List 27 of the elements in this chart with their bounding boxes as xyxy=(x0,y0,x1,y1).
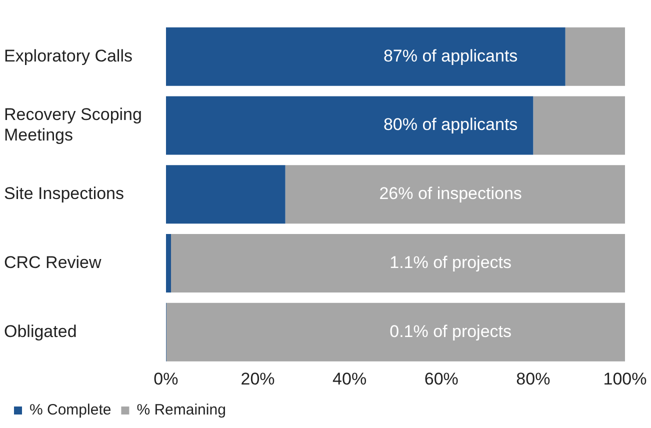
y-tick-label: Obligated xyxy=(4,322,77,341)
y-tick-label: Exploratory Calls xyxy=(4,46,132,66)
bar xyxy=(166,234,172,293)
legend-label: % Complete xyxy=(30,402,112,419)
legend-label: % Remaining xyxy=(136,402,226,419)
x-tick-label: 80% xyxy=(516,369,550,388)
bar xyxy=(166,96,534,155)
bar xyxy=(285,165,625,224)
annotation: 80% of applicants xyxy=(383,115,518,134)
y-tick-label: Site Inspections xyxy=(4,184,124,204)
bar xyxy=(166,302,625,362)
y-tick-label: CRC Review xyxy=(4,252,102,272)
annotation: 0.1% of projects xyxy=(390,322,512,341)
annotation: 87% of applicants xyxy=(383,46,518,66)
x-tick-label: 100% xyxy=(603,369,647,388)
bar xyxy=(166,165,286,224)
annotation: 26% of inspections xyxy=(379,184,522,204)
x-tick-label: 20% xyxy=(240,369,275,388)
x-tick-label: 40% xyxy=(332,369,367,388)
bar xyxy=(565,27,625,86)
x-tick-label: 60% xyxy=(424,369,458,388)
x-tick-label: 0% xyxy=(154,369,178,388)
bar xyxy=(171,234,625,293)
y-tick-label: Recovery Scoping Meetings xyxy=(4,105,142,144)
annotation: 1.1% of projects xyxy=(390,252,512,272)
bar xyxy=(533,96,625,155)
bar xyxy=(166,27,566,86)
